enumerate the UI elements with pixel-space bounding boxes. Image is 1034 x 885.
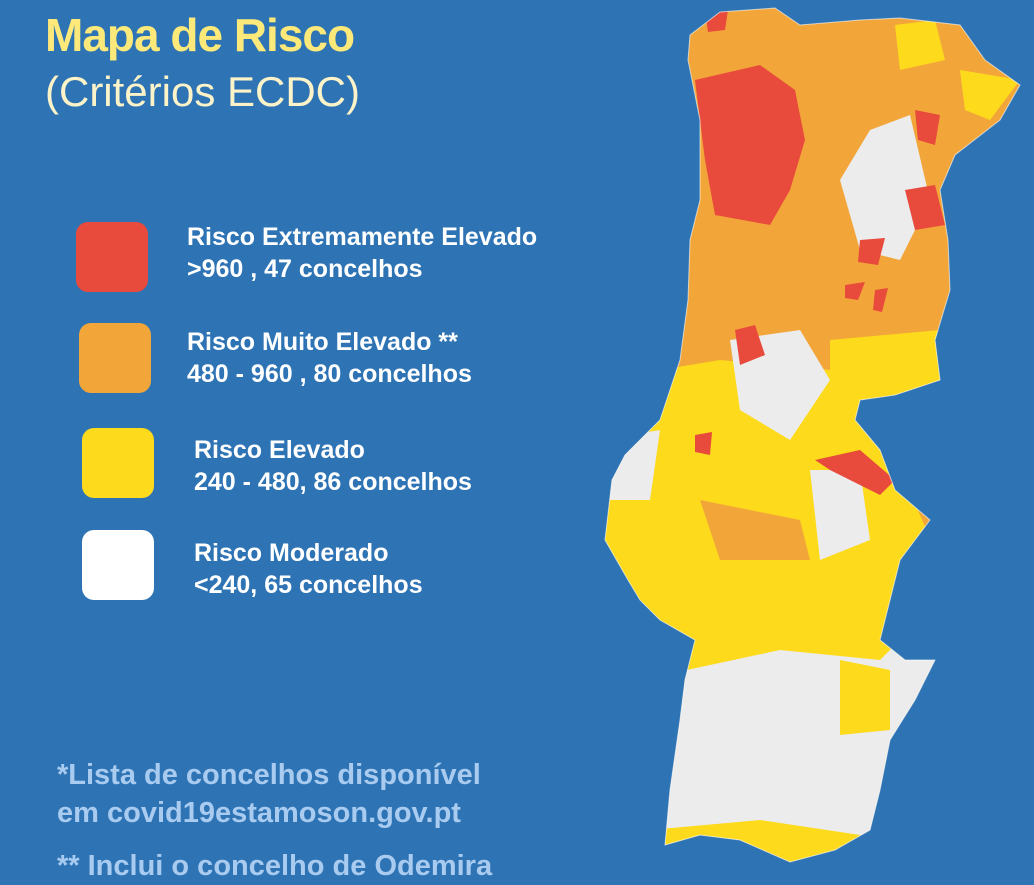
region-extreme-portalegre [815, 450, 895, 495]
page-subtitle: (Critérios ECDC) [45, 68, 360, 115]
legend-label-high: Risco Elevado 240 - 480, 86 concelhos [194, 436, 472, 496]
legend-label-very-high: Risco Muito Elevado ** 480 - 960 , 80 con… [187, 328, 472, 388]
page-title: Mapa de Risco [45, 9, 355, 61]
region-high-northeast [960, 70, 1020, 120]
footnote-list: *Lista de concelhos disponível em covid19… [57, 759, 481, 829]
legend-swatch-moderate [82, 530, 154, 600]
region-moderate-south [640, 640, 950, 850]
region-extreme-coimbra [735, 325, 765, 365]
legend-swatch-high [82, 428, 154, 498]
region-extreme-east [915, 110, 940, 145]
region-moderate-east [810, 470, 870, 560]
legend-swatch-very-high [79, 323, 151, 393]
region-moderate-west [605, 430, 660, 500]
region-high-east [830, 330, 945, 395]
portugal-risk-map [604, 7, 1021, 863]
region-very-high-center [700, 500, 810, 560]
region-high-north [895, 20, 945, 70]
region-extreme-center [695, 238, 888, 455]
region-extreme-northwest [695, 65, 805, 225]
country-outline [604, 7, 1021, 863]
legend-label-moderate: Risco Moderado <240, 65 concelhos [194, 539, 423, 599]
region-extreme-east-border [905, 185, 945, 230]
legend-label-extreme: Risco Extremamente Elevado >960 , 47 conc… [187, 223, 538, 283]
legend-swatch-extreme [76, 222, 148, 292]
region-high-south [840, 660, 890, 735]
region-moderate-northeast [840, 115, 930, 260]
